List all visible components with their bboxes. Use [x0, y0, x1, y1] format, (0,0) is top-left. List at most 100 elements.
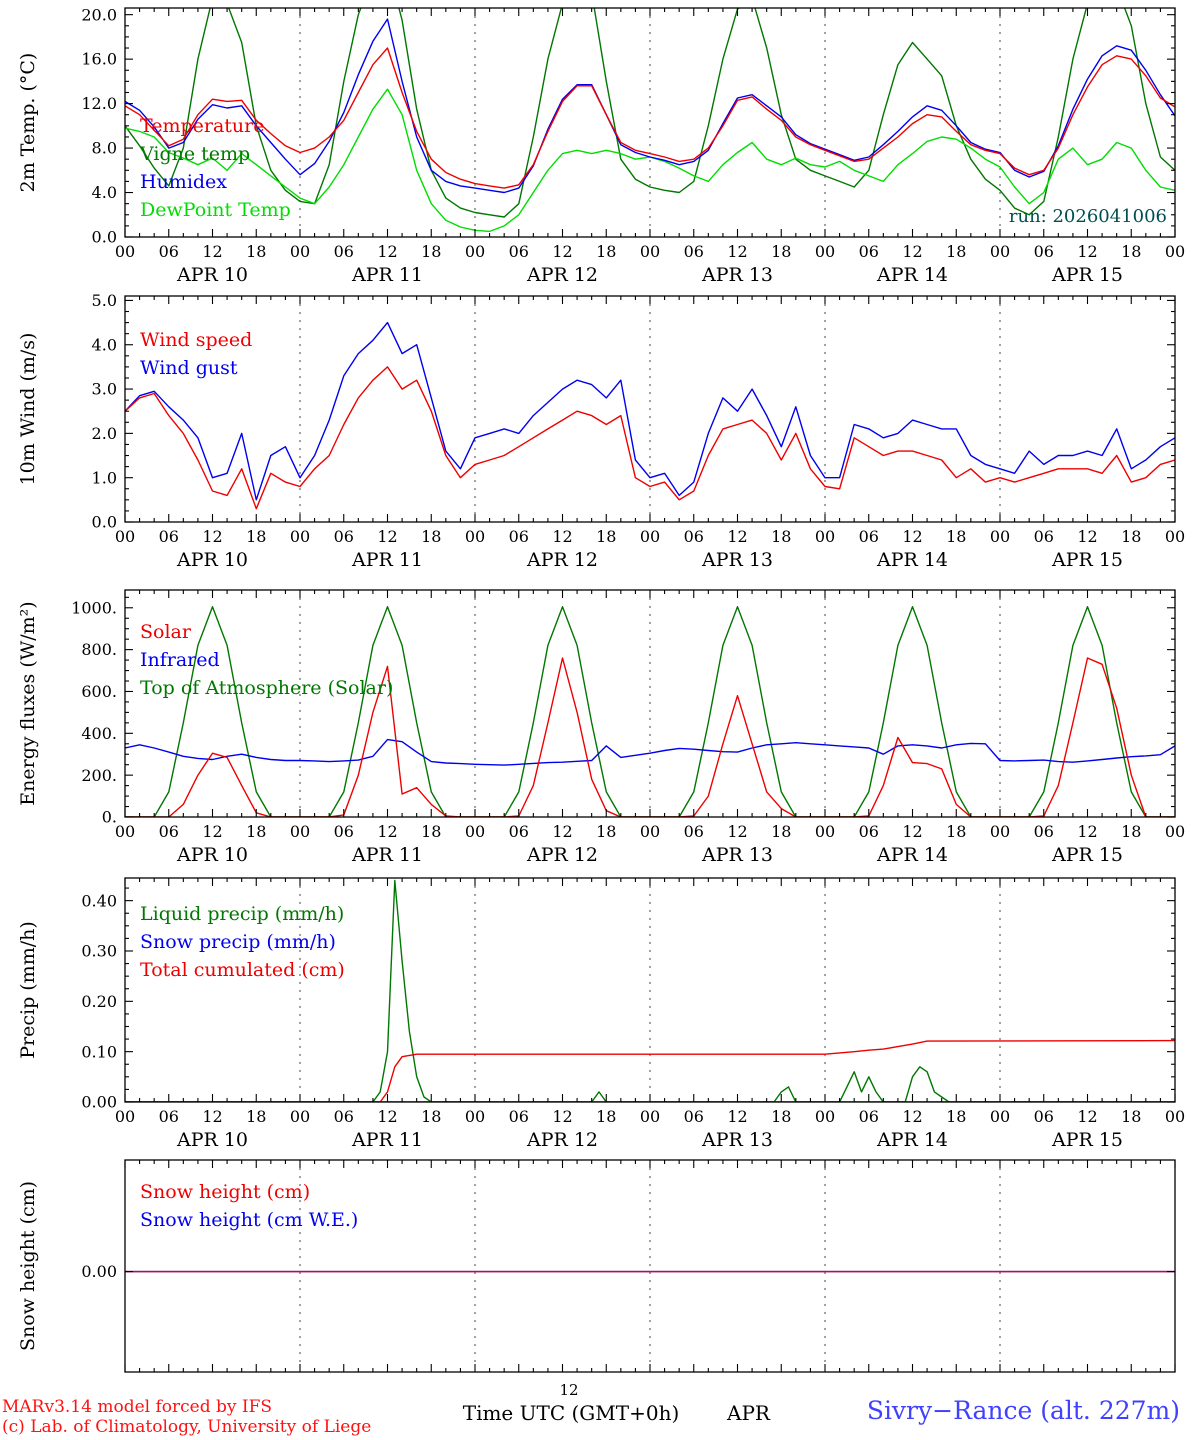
hour-label: 00: [815, 527, 835, 546]
day-label: APR 12: [526, 844, 598, 866]
y-ticks: [125, 14, 1175, 238]
hour-label: 12: [377, 822, 397, 841]
hour-label: 00: [990, 822, 1010, 841]
flux-series-infrared-line: [125, 738, 1175, 766]
hour-label: 00: [1165, 822, 1185, 841]
hour-label: 06: [684, 1107, 704, 1126]
hour-label: 00: [115, 1107, 135, 1126]
y-tick-label: 16.0: [81, 50, 117, 69]
month-label: APR: [727, 1401, 770, 1425]
x-ticks: [124, 878, 1176, 1102]
hour-label: 00: [640, 822, 660, 841]
panel-precip: 0.00 0.10 0.20 0.30 0.40 Precip (mm/h) 00 06 12 1…: [17, 877, 1185, 1151]
panel-snow: 0.00 Snow height (cm) Snow height (cm) Snow…: [17, 1159, 1176, 1373]
hour-label: 18: [771, 822, 791, 841]
legend-temperature: Temperature: [140, 115, 264, 137]
hour-label: 00: [1165, 1107, 1185, 1126]
hour-label: 00: [465, 527, 485, 546]
day-label: APR 15: [1051, 844, 1123, 866]
legend-humidex: Humidex: [140, 171, 227, 193]
day-label: APR 15: [1051, 549, 1123, 571]
hour-label: 00: [465, 822, 485, 841]
hour-label: 00: [640, 527, 660, 546]
day-label: APR 10: [176, 549, 248, 571]
hour-label: 18: [771, 527, 791, 546]
legend-solar: Solar: [140, 621, 192, 643]
hour-label: 06: [509, 527, 529, 546]
hour-label: 12: [727, 1107, 747, 1126]
hour-label: 12: [1077, 242, 1097, 261]
x-tick-labels: 00 06 12 18 00 06 12 18 00 06 12 18 00 06 12 18 00 06 12 18…: [115, 527, 1185, 546]
y-tick-label: 8.0: [92, 139, 117, 158]
legend-infrared: Infrared: [140, 649, 220, 671]
panel-frame: [124, 589, 1176, 818]
hour-label: 18: [421, 1107, 441, 1126]
precip-series-liquid-precip-line: [125, 879, 1175, 1102]
y-tick-label: 1.0: [92, 468, 117, 487]
hour-label: 06: [684, 242, 704, 261]
day-label: APR 10: [176, 264, 248, 286]
hour-label: 00: [290, 1107, 310, 1126]
y-tick-label: 4.0: [92, 335, 117, 354]
hour-label: 12: [552, 242, 572, 261]
y-tick-label: 0.0: [92, 228, 117, 247]
day-label: APR 12: [526, 1129, 598, 1151]
y-tick-labels: 0.0 4.0 8.0 12.0 16.0 20.0: [81, 5, 117, 246]
legend-snow-height-cm: Snow height (cm): [140, 1181, 310, 1203]
hour-label: 06: [159, 1107, 179, 1126]
hour-label: 12: [202, 527, 222, 546]
y-tick-label: 600.: [81, 682, 117, 701]
hour-label: 12: [1077, 1107, 1097, 1126]
hour-label: 06: [1034, 527, 1054, 546]
day-label: APR 14: [876, 844, 948, 866]
hour-label: 00: [990, 1107, 1010, 1126]
xaxis-title: Time UTC (GMT+0h): [462, 1401, 680, 1425]
y-axis-title-flux: Energy fluxes (W/m²): [17, 601, 39, 805]
day-boundary-lines: [299, 1160, 1001, 1372]
panel-frame: [124, 7, 1176, 238]
temp-series-humidex-line: [125, 18, 1175, 194]
temp-series-temperature-line: [125, 47, 1175, 189]
hour-label: 12: [902, 527, 922, 546]
day-label: APR 13: [701, 264, 773, 286]
x-ticks: [124, 590, 1176, 817]
hour-label: 12: [377, 527, 397, 546]
hour-label: 12: [902, 242, 922, 261]
day-label: APR 15: [1051, 1129, 1123, 1151]
hour-label: 06: [1034, 822, 1054, 841]
hour-label: 06: [159, 822, 179, 841]
y-tick-label: 0.20: [81, 992, 117, 1011]
y-tick-label: 12.0: [81, 94, 117, 113]
hour-label: 00: [815, 242, 835, 261]
hour-label: 18: [946, 242, 966, 261]
hour-label: 12: [902, 1107, 922, 1126]
y-tick-label: 0.10: [81, 1042, 117, 1061]
hour-label: 06: [509, 1107, 529, 1126]
hour-label: 00: [465, 242, 485, 261]
day-label: APR 13: [701, 549, 773, 571]
y-tick-labels: 0.00 0.10 0.20 0.30 0.40: [81, 891, 117, 1111]
legend-wind-speed: Wind speed: [140, 329, 252, 351]
hour-label: 18: [1121, 527, 1141, 546]
day-label: APR 14: [876, 1129, 948, 1151]
y-tick-label: 1000.: [71, 598, 117, 617]
series-group: [125, 606, 1175, 817]
hour-label: 06: [859, 242, 879, 261]
series-group: [125, 8, 1175, 233]
day-label: APR 11: [351, 1129, 423, 1151]
hour-label: 12: [202, 822, 222, 841]
day-labels: APR 10 APR 11 APR 12 APR 13 APR 14 APR 15: [176, 264, 1123, 286]
y-tick-label: 400.: [81, 724, 117, 743]
legend-total-cumulated-cm: Total cumulated (cm): [140, 959, 345, 981]
y-axis-title-snow: Snow height (cm): [17, 1181, 39, 1351]
hour-label: 12: [377, 1107, 397, 1126]
hour-label: 18: [421, 527, 441, 546]
hour-label: 06: [859, 527, 879, 546]
hour-label: 00: [815, 822, 835, 841]
credit-line-1: MARv3.14 model forced by IFS: [2, 1397, 273, 1417]
hour-label: 18: [421, 822, 441, 841]
hour-label: 00: [290, 822, 310, 841]
hour-label: 06: [509, 242, 529, 261]
